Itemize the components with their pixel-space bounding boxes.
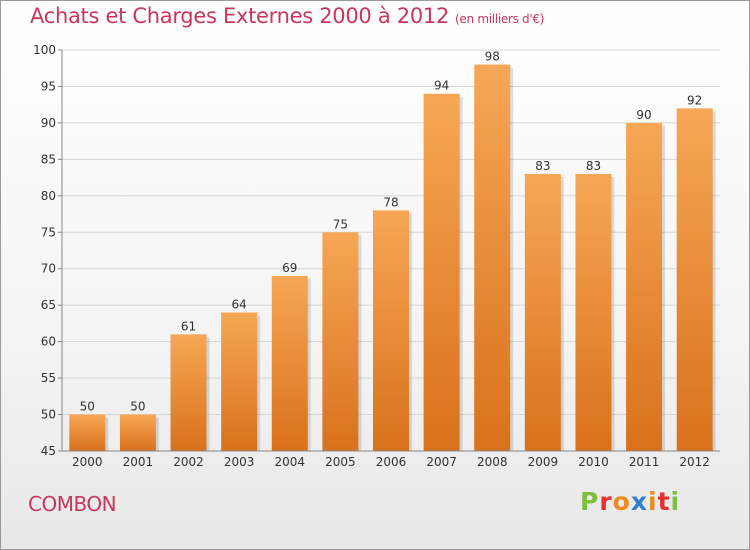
bar-value-label: 50 bbox=[130, 400, 145, 414]
bar-value-label: 78 bbox=[383, 195, 398, 209]
bar bbox=[626, 122, 663, 451]
bar bbox=[373, 210, 409, 451]
bar bbox=[474, 64, 511, 451]
x-tick-label: 2009 bbox=[528, 455, 559, 469]
bar-value-label: 50 bbox=[80, 400, 95, 414]
x-tick-label: 2002 bbox=[173, 455, 204, 469]
chart-subtitle: (en milliers d'€) bbox=[455, 12, 545, 26]
y-tick-label: 45 bbox=[41, 444, 56, 458]
x-tick-label: 2012 bbox=[679, 455, 710, 469]
y-axis: 45 50 55 60 65 70 75 80 85 90 95 100 bbox=[33, 43, 63, 458]
x-tick-label: 2010 bbox=[578, 455, 609, 469]
place-name: COMBON bbox=[28, 492, 117, 516]
bar bbox=[69, 414, 106, 451]
x-tick-label: 2008 bbox=[477, 455, 508, 469]
bar bbox=[170, 334, 207, 451]
x-tick-label: 2007 bbox=[426, 455, 457, 469]
logo-letter: o bbox=[612, 487, 631, 516]
y-tick-label: 90 bbox=[41, 116, 56, 130]
x-tick-label: 2000 bbox=[72, 455, 103, 469]
bar bbox=[676, 108, 713, 451]
x-axis: 2000 2001 2002 2003 2004 2005 2006 2007 2008 2009… bbox=[62, 450, 720, 469]
y-tick-label: 65 bbox=[41, 298, 56, 312]
bar bbox=[271, 276, 308, 451]
bar-value-label: 98 bbox=[485, 50, 500, 64]
chart-title-text: Achats et Charges Externes 2000 à 2012 bbox=[30, 4, 450, 28]
bar bbox=[322, 232, 359, 451]
proxiti-logo: Proxiti bbox=[580, 487, 680, 516]
y-tick-label: 75 bbox=[41, 225, 56, 239]
x-tick-label: 2003 bbox=[224, 455, 255, 469]
bars: 50 50 61 64 69 75 78 94 98 83 83 90 92 bbox=[69, 50, 716, 452]
logo-letter: i bbox=[670, 487, 681, 516]
y-tick-label: 60 bbox=[41, 335, 56, 349]
x-tick-label: 2001 bbox=[123, 455, 154, 469]
x-tick-label: 2006 bbox=[376, 455, 407, 469]
y-tick-label: 50 bbox=[41, 408, 56, 422]
bar-value-label: 75 bbox=[333, 217, 348, 231]
y-tick-label: 100 bbox=[33, 43, 56, 57]
bar-value-label: 64 bbox=[232, 297, 247, 311]
y-tick-label: 80 bbox=[41, 189, 56, 203]
bar bbox=[575, 173, 612, 452]
bar-value-label: 69 bbox=[282, 261, 297, 275]
logo-letter: P bbox=[580, 487, 600, 516]
y-tick-label: 95 bbox=[41, 79, 56, 93]
chart-title: Achats et Charges Externes 2000 à 2012 (e… bbox=[30, 4, 544, 28]
logo-letter: i bbox=[648, 487, 658, 516]
bar-value-label: 90 bbox=[636, 108, 651, 122]
logo-letter: r bbox=[599, 487, 613, 516]
bar-value-label: 83 bbox=[535, 159, 550, 173]
bar-value-label: 92 bbox=[687, 93, 702, 107]
bar bbox=[423, 93, 460, 451]
x-tick-label: 2004 bbox=[274, 455, 305, 469]
y-tick-label: 85 bbox=[41, 152, 56, 166]
bar bbox=[221, 312, 258, 451]
bar bbox=[524, 173, 561, 452]
y-tick-label: 55 bbox=[41, 371, 56, 385]
bar-value-label: 83 bbox=[586, 159, 601, 173]
logo-letter: t bbox=[657, 487, 671, 516]
logo-letter: x bbox=[630, 487, 648, 516]
y-tick-label: 70 bbox=[41, 262, 56, 276]
bar bbox=[119, 414, 156, 451]
bar-value-label: 94 bbox=[434, 79, 449, 93]
x-tick-label: 2011 bbox=[629, 455, 660, 469]
x-tick-label: 2005 bbox=[325, 455, 356, 469]
bar-value-label: 61 bbox=[181, 319, 196, 333]
